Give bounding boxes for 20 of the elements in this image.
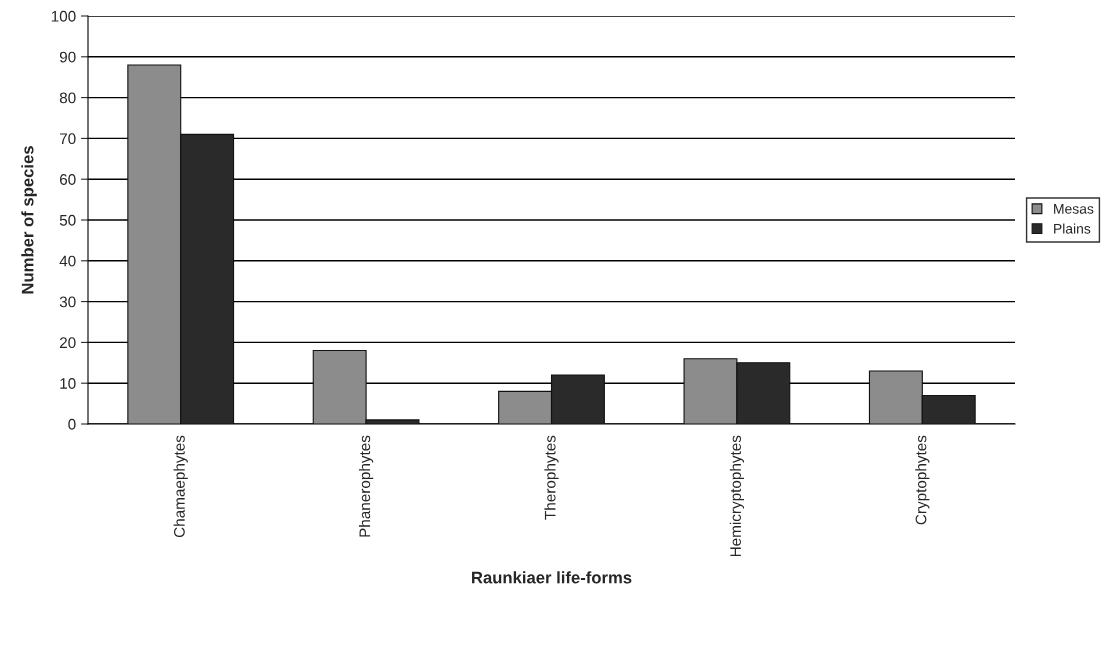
x-tick-label: Cryptophytes: [915, 435, 930, 525]
x-tick-label: Chamaephytes: [173, 435, 188, 538]
y-tick-label: 40: [59, 255, 76, 267]
x-tick-label: Therophytes: [544, 435, 559, 520]
y-tick-label: 60: [59, 174, 76, 185]
y-tick-label: 10: [60, 378, 76, 389]
y-tick-label: 100: [51, 10, 76, 22]
x-axis-title: Raunkiaer life-forms: [472, 571, 632, 584]
legend-label: Plains: [1054, 223, 1091, 234]
y-tick-label: 70: [59, 133, 76, 145]
y-tick-label: 50: [59, 214, 76, 226]
legend-label: Mesas: [1054, 204, 1094, 214]
y-tick-label: 20: [59, 337, 76, 349]
y-tick-label: 0: [68, 418, 76, 430]
y-axis-title: Number of species: [21, 146, 37, 294]
y-tick-label: 80: [59, 92, 76, 104]
y-tick-label: 90: [59, 51, 76, 63]
x-tick-label: Phanerophytes: [358, 435, 374, 537]
x-tick-label: Hemicryptophytes: [729, 435, 745, 557]
y-tick-label: 30: [59, 296, 76, 308]
